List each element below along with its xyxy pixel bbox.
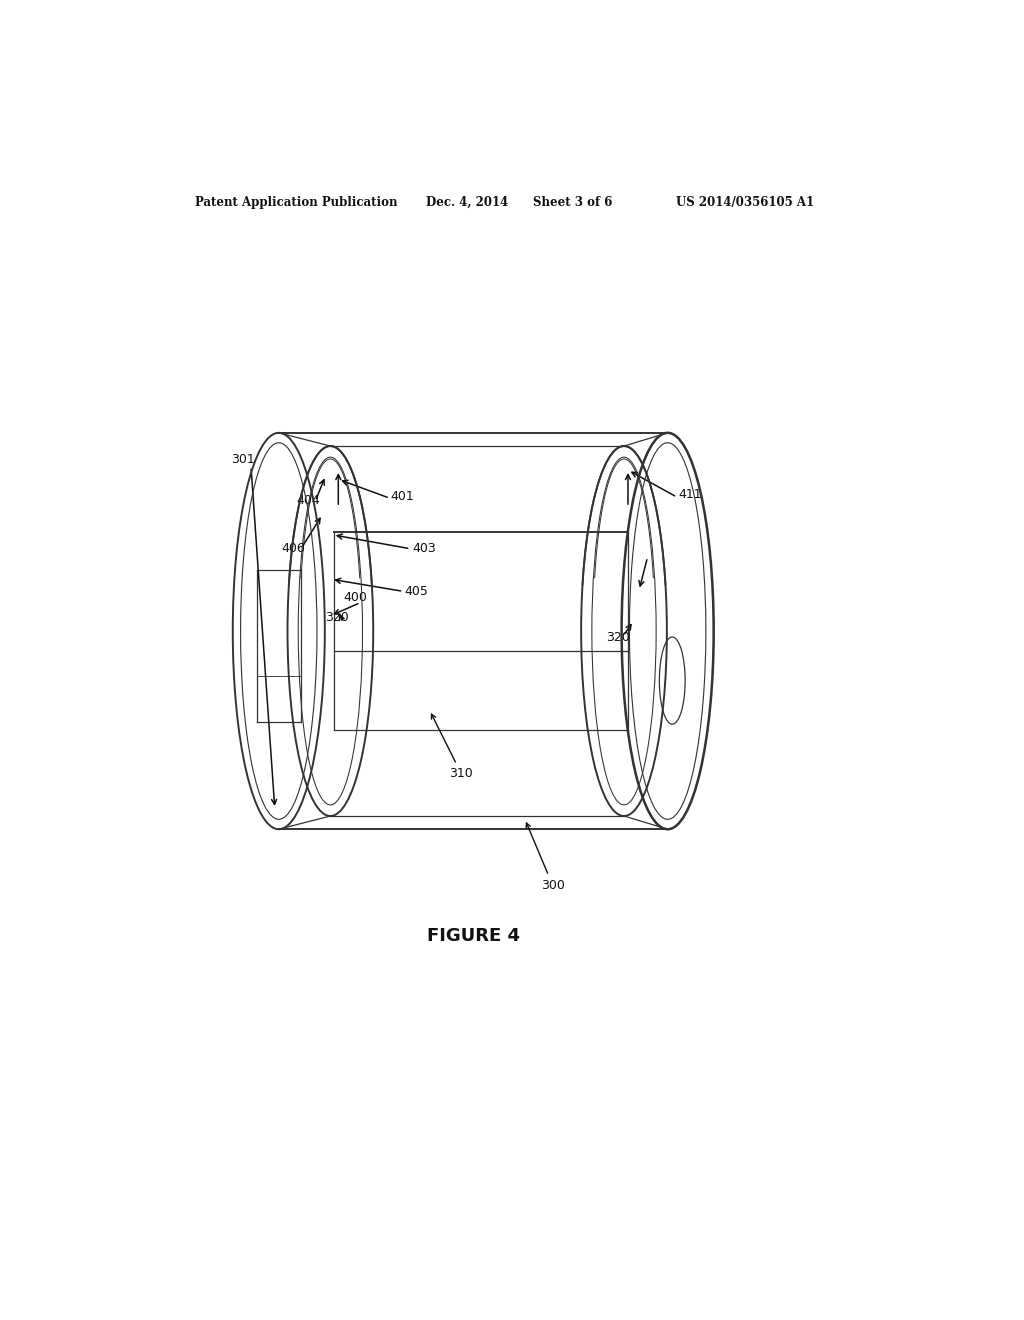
Text: 320: 320 [606, 631, 631, 644]
Text: FIGURE 4: FIGURE 4 [427, 927, 520, 945]
Text: Sheet 3 of 6: Sheet 3 of 6 [532, 195, 612, 209]
Text: 411: 411 [679, 488, 702, 502]
Text: Dec. 4, 2014: Dec. 4, 2014 [426, 195, 508, 209]
Text: 310: 310 [431, 714, 473, 780]
Text: Patent Application Publication: Patent Application Publication [196, 195, 398, 209]
Text: 406: 406 [282, 541, 305, 554]
Text: 400: 400 [344, 590, 368, 603]
Text: 404: 404 [296, 494, 319, 507]
Text: 403: 403 [412, 541, 436, 554]
Text: 405: 405 [404, 585, 428, 598]
Text: 320: 320 [325, 611, 348, 624]
Text: 401: 401 [390, 490, 414, 503]
Text: 300: 300 [526, 824, 564, 891]
Text: US 2014/0356105 A1: US 2014/0356105 A1 [676, 195, 814, 209]
Text: 301: 301 [231, 453, 255, 466]
